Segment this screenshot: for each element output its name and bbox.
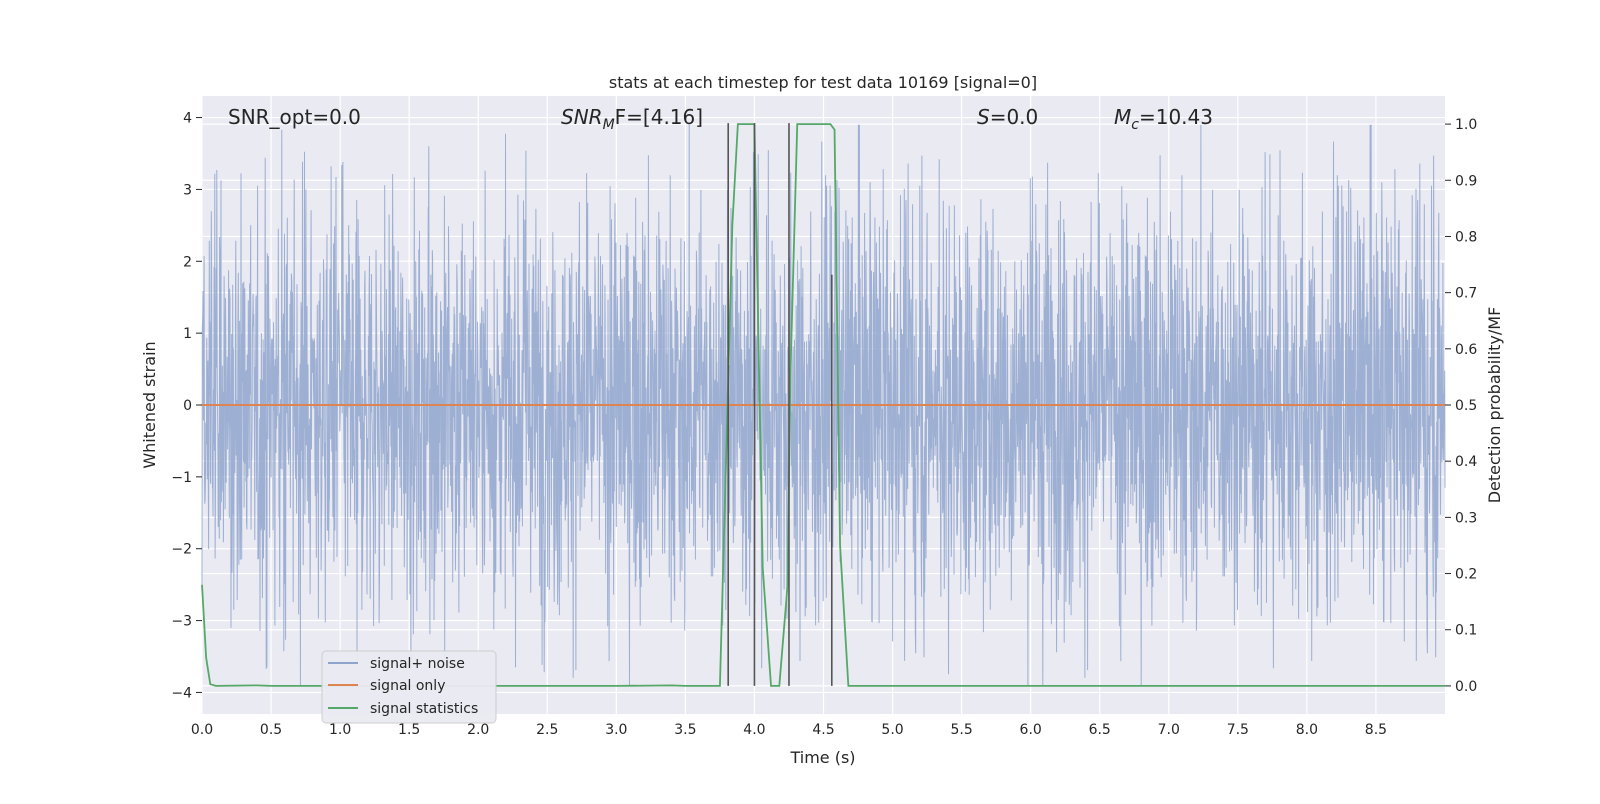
y-tick-label: 3 bbox=[183, 182, 192, 198]
annotation-s: S=0.0 bbox=[977, 105, 1038, 129]
annotation-snr-mf-main: SNR bbox=[561, 105, 603, 129]
y2-tick-label: 0.7 bbox=[1455, 286, 1477, 302]
y2-tick-label: 0.1 bbox=[1455, 623, 1477, 639]
x-tick-label: 7.0 bbox=[1158, 722, 1180, 738]
y-tick-label: −1 bbox=[171, 470, 192, 486]
legend-box bbox=[321, 650, 497, 724]
annotation-mc-main: M bbox=[1114, 105, 1131, 129]
legend-label-signal-noise: signal+ noise bbox=[370, 656, 465, 672]
x-axis-ticks: 0.0 0.5 1.0 1.5 2.0 2.5 3.0 3.5 4.0 4.5 5.0 5.5 6.0 6… bbox=[191, 722, 1387, 738]
legend-label-signal-statistics: signal statistics bbox=[370, 701, 478, 717]
x-tick-label: 3.5 bbox=[674, 722, 696, 738]
annotation-mc: Mc=10.43 bbox=[1114, 105, 1213, 133]
y2-axis-ticks: 1.0 0.9 0.8 0.7 0.6 0.5 0.4 0.3 0.2 0.1 0.0 bbox=[1445, 117, 1477, 695]
annotation-snr-mf: SNRMF=[4.16] bbox=[561, 105, 703, 133]
line-series bbox=[201, 123, 1445, 687]
x-axis-label: Time (s) bbox=[789, 748, 855, 767]
annotation-snr-opt: SNR_opt=0.0 bbox=[228, 105, 361, 129]
y2-tick-label: 0.0 bbox=[1455, 679, 1477, 695]
x-tick-label: 2.0 bbox=[467, 722, 489, 738]
y2-tick-label: 0.5 bbox=[1455, 398, 1477, 414]
x-tick-label: 2.5 bbox=[536, 722, 558, 738]
legend-label-signal-only: signal only bbox=[370, 678, 445, 694]
annotation-mc-rest: =10.43 bbox=[1139, 105, 1213, 129]
legend: signal+ noise signal only signal statist… bbox=[321, 650, 497, 724]
x-tick-label: 1.0 bbox=[329, 722, 351, 738]
y-tick-label: 2 bbox=[183, 254, 192, 270]
signal-noise-series bbox=[201, 124, 1446, 686]
y-tick-label: 1 bbox=[183, 326, 192, 342]
y-tick-label: 4 bbox=[183, 111, 192, 127]
vertical-markers bbox=[727, 123, 833, 686]
y-axis-ticks: 4 3 2 1 0 −1 −2 −3 −4 bbox=[171, 111, 202, 701]
x-tick-label: 0.5 bbox=[260, 722, 282, 738]
series-signal-noise bbox=[201, 124, 1446, 686]
annotation-snr-mf-rest: F=[4.16] bbox=[615, 105, 703, 129]
series-signal-statistics bbox=[201, 123, 1445, 687]
y2-tick-label: 0.4 bbox=[1455, 454, 1477, 470]
y2-tick-label: 0.6 bbox=[1455, 342, 1477, 358]
x-tick-label: 5.5 bbox=[950, 722, 972, 738]
y2-tick-label: 0.9 bbox=[1455, 173, 1477, 189]
x-tick-label: 5.0 bbox=[881, 722, 903, 738]
x-tick-label: 4.0 bbox=[743, 722, 765, 738]
y2-tick-label: 0.3 bbox=[1455, 510, 1477, 526]
y-axis-label: Whitened strain bbox=[140, 341, 159, 468]
x-tick-label: 3.0 bbox=[605, 722, 627, 738]
y2-tick-label: 0.8 bbox=[1455, 229, 1477, 245]
x-tick-label: 0.0 bbox=[191, 722, 213, 738]
y-tick-label: 0 bbox=[183, 398, 192, 414]
y2-axis-label: Detection probability/MF bbox=[1485, 307, 1504, 504]
x-tick-label: 7.5 bbox=[1227, 722, 1249, 738]
x-tick-label: 4.5 bbox=[812, 722, 834, 738]
y2-tick-label: 1.0 bbox=[1455, 117, 1477, 133]
y-tick-label: −2 bbox=[171, 542, 192, 558]
x-tick-label: 8.5 bbox=[1365, 722, 1387, 738]
y-tick-label: −3 bbox=[171, 614, 192, 630]
x-tick-label: 6.0 bbox=[1020, 722, 1042, 738]
x-tick-label: 1.5 bbox=[398, 722, 420, 738]
annotation-s-rest: =0.0 bbox=[990, 105, 1039, 129]
x-tick-label: 8.0 bbox=[1296, 722, 1318, 738]
annotation-snr-mf-sub: M bbox=[603, 117, 615, 133]
annotation-s-main: S bbox=[977, 105, 990, 129]
y-tick-label: −4 bbox=[171, 685, 192, 701]
annotation-mc-sub: c bbox=[1131, 117, 1139, 133]
y2-tick-label: 0.2 bbox=[1455, 567, 1477, 583]
chart-title: stats at each timestep for test data 101… bbox=[609, 73, 1037, 92]
x-tick-label: 6.5 bbox=[1089, 722, 1111, 738]
